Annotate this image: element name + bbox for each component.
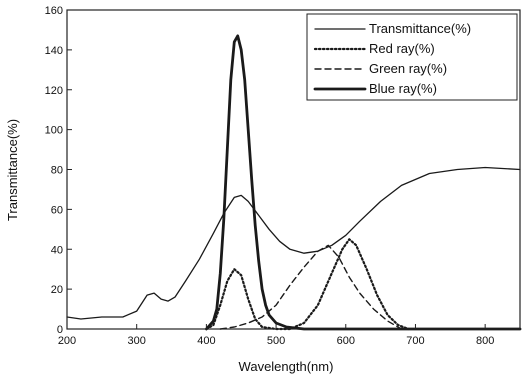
legend-box bbox=[306, 13, 518, 101]
y-tick-label: 60 bbox=[51, 204, 63, 216]
y-tick-labels: 0 20 40 60 80 100 120 140 160 bbox=[45, 5, 63, 336]
legend-entry: Red ray(%) bbox=[369, 41, 435, 56]
y-tick-label: 100 bbox=[45, 125, 63, 137]
x-tick-label: 800 bbox=[476, 335, 494, 347]
x-tick-label: 300 bbox=[128, 335, 146, 347]
x-tick-label: 200 bbox=[58, 335, 76, 347]
x-tick-label: 600 bbox=[337, 335, 355, 347]
legend-entry: Transmittance(%) bbox=[369, 21, 471, 36]
y-tick-label: 20 bbox=[51, 284, 63, 296]
y-axis-label: Transmittance(%) bbox=[5, 119, 20, 221]
series-group bbox=[66, 34, 522, 331]
x-axis-label: Wavelength(nm) bbox=[239, 359, 334, 374]
y-tick-label: 120 bbox=[45, 85, 63, 97]
y-tick-label: 80 bbox=[51, 165, 63, 177]
transmittance-line bbox=[66, 166, 521, 320]
red-ray-line bbox=[205, 238, 410, 331]
x-tick-labels: 200 300 400 500 600 700 800 bbox=[58, 335, 495, 347]
y-tick-label: 160 bbox=[45, 5, 63, 17]
x-tick-label: 500 bbox=[267, 335, 285, 347]
legend-entry: Blue ray(%) bbox=[369, 81, 437, 96]
y-tick-label: 40 bbox=[51, 244, 63, 256]
blue-ray-line bbox=[205, 34, 522, 331]
axes bbox=[66, 9, 521, 330]
x-tick-label: 700 bbox=[406, 335, 424, 347]
y-tick-label: 0 bbox=[57, 324, 63, 336]
legend: Transmittance(%) Red ray(%) Green ray(%) Bl… bbox=[306, 13, 518, 101]
green-ray-line bbox=[219, 244, 403, 330]
y-tick-label: 140 bbox=[45, 45, 63, 57]
x-tick-label: 400 bbox=[197, 335, 215, 347]
legend-entry: Green ray(%) bbox=[369, 61, 447, 76]
